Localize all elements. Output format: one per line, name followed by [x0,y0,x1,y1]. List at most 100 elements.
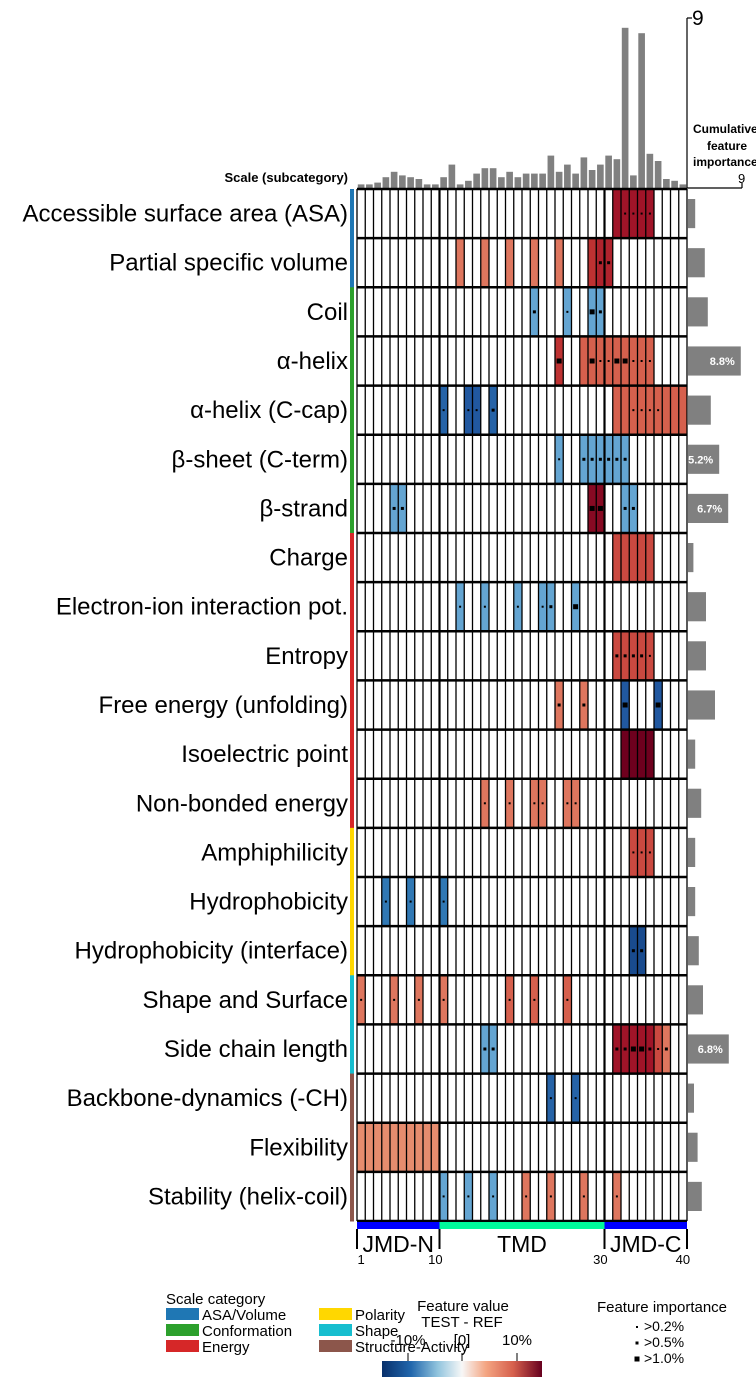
category-segment [350,631,354,681]
legend-category-swatch [166,1324,199,1336]
importance-bar [688,985,703,1015]
importance-label: 5.2% [688,454,713,466]
row-label: α-helix (C-cap) [190,397,348,424]
importance-mark [475,409,478,412]
importance-mark [556,358,562,364]
cumulative-bar [572,173,579,188]
importance-mark [648,1047,652,1051]
position-tick-label: 40 [676,1252,690,1267]
row-labels: Accessible surface area (ASA) Partial spe… [23,201,349,1211]
heatmap-cell [621,385,630,435]
row-label: Isoelectric point [181,741,348,768]
legend-importance-label: >1.0% [644,1350,684,1366]
importance-mark [566,310,569,313]
importance-mark [442,998,445,1001]
importance-mark [574,1097,577,1100]
importance-mark [648,212,651,215]
importance-mark [640,212,643,215]
category-segment [350,533,354,583]
legend-category-label: Energy [202,1339,250,1356]
importance-mark [491,408,495,412]
importance-mark [467,409,470,412]
importance-mark [632,360,635,362]
cumulative-tick: 9 [738,171,745,186]
cumulative-bar [555,171,563,188]
row-label: Side chain length [164,1036,348,1063]
row-label: Hydrophobicity [189,889,348,916]
importance-bar [688,887,696,917]
cumulative-bar [646,153,654,188]
cumulative-bar [564,164,571,188]
importance-bar [688,199,696,229]
category-segment [350,975,354,1025]
importance-bar [688,395,711,425]
cumulative-bar [407,177,414,188]
importance-mark [541,802,544,805]
importance-mark [483,605,486,608]
importance-mark [607,261,611,265]
importance-mark [655,702,661,708]
row-label: β-sheet (C-term) [172,446,348,473]
importance-marks [360,212,668,1198]
scale-subcategory-label: Scale (subcategory) [224,170,348,185]
heatmap-cell [365,1122,374,1172]
heatmap-cell [670,385,679,435]
importance-mark [533,802,536,805]
importance-mark [624,212,627,215]
importance-mark [442,900,445,903]
importance-mark [622,702,628,708]
heatmap-cell [637,533,646,583]
heatmap-cell [456,238,465,288]
heatmap-cell [373,1122,382,1172]
heatmap-cell [431,1122,440,1172]
category-segment [350,877,354,927]
importance-mark [516,605,519,608]
cumulative-bar [399,175,406,188]
importance-mark [492,1195,495,1198]
category-segment [350,1073,354,1124]
cumulative-bar [654,161,662,188]
cumulative-importance-axis: 9 Cumulative feature importance 9 [686,7,756,189]
heatmap-cell [579,336,588,386]
importance-label: 6.7% [697,503,722,515]
importance-bar [688,1181,702,1211]
sequence-region-bar: JMD-N TMD JMD-C [356,1222,688,1257]
importance-mark [582,1195,585,1198]
cumulative-bar [671,180,678,188]
importance-mark [574,802,577,805]
importance-mark [558,458,561,461]
importance-mark [607,457,611,461]
importance-mark [648,851,651,854]
importance-mark [623,1047,627,1051]
importance-bar [688,1034,729,1064]
region-segment [604,1222,687,1229]
heatmap-cell [555,238,564,288]
colorbar-gradient [382,1361,542,1377]
importance-mark [483,1047,487,1051]
importance-mark [589,505,595,511]
legend-category-label: Conformation [202,1323,292,1340]
importance-mark [648,360,651,362]
colorbar-tick-label: 10% [502,1332,532,1349]
importance-mark [467,1195,470,1198]
importance-bar [688,248,705,278]
region-segment [357,1222,440,1229]
importance-mark [640,409,643,412]
heatmap-grid [356,187,688,1223]
cumulative-bar [357,184,365,188]
importance-mark [614,358,620,364]
cumulative-bar [423,184,431,188]
row-label: α-helix [277,348,348,375]
region-label: JMD-N [362,1231,434,1257]
cumulative-bar [440,177,447,188]
cumulative-bar [473,173,480,188]
row-label: Flexibility [249,1134,348,1161]
importance-mark [483,802,486,805]
category-segment [350,926,354,976]
legend-importance-marker [635,1341,639,1345]
legend-importance-label: >0.5% [644,1334,684,1350]
heatmap-cell [637,729,646,779]
importance-bar [688,837,696,867]
region-label: JMD-C [610,1231,682,1257]
